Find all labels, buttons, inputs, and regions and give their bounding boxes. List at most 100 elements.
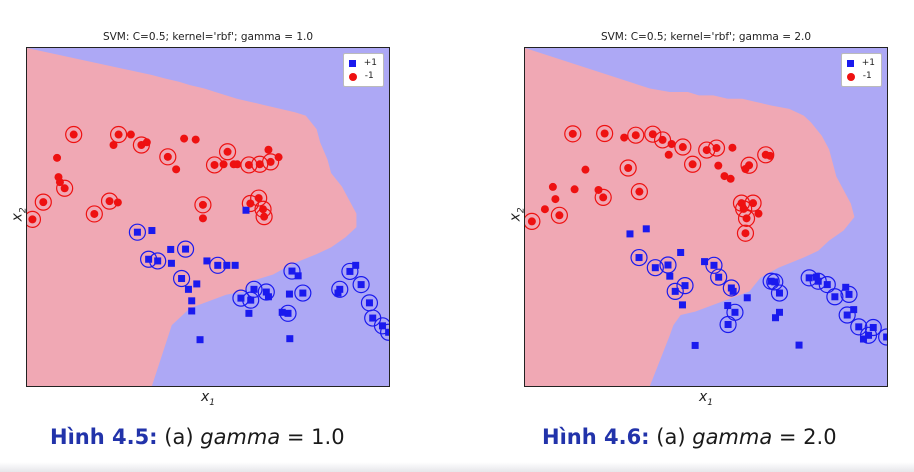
support-vector-ring — [630, 183, 648, 201]
support-vector-ring — [627, 126, 645, 144]
caption-label: Hình 4.5: — [50, 425, 158, 449]
data-point-pos — [715, 273, 723, 281]
caption-label: Hình 4.6: — [542, 425, 650, 449]
legend-entry-pos: +1 — [348, 57, 377, 70]
data-point-pos — [148, 227, 156, 235]
data-point-pos — [771, 278, 779, 286]
data-point-neg — [54, 173, 63, 182]
data-point-pos — [288, 267, 296, 275]
data-point-neg — [223, 147, 232, 156]
data-point-pos — [710, 261, 718, 269]
support-vector-ring — [564, 125, 582, 143]
data-point-pos — [701, 258, 709, 266]
data-point-neg — [728, 143, 737, 152]
figure-caption-4-6: Hình 4.6: (a) gamma = 2.0 — [542, 425, 837, 449]
support-vector-ring — [736, 224, 755, 242]
data-point-pos — [299, 289, 307, 297]
support-vector-ring — [684, 155, 702, 173]
square-marker-icon — [846, 60, 854, 67]
data-point-pos — [642, 225, 650, 233]
circle-marker-icon — [846, 72, 855, 81]
data-point-neg — [678, 143, 687, 152]
data-point-pos — [724, 320, 732, 328]
x-axis-label: x1 — [26, 389, 390, 408]
x-axis-label-text: x1 — [200, 389, 216, 408]
data-point-neg — [28, 215, 37, 224]
x-axis-label: x1 — [524, 389, 888, 408]
support-vector-ring — [644, 125, 662, 143]
data-point-pos — [772, 314, 780, 322]
legend-label: +1 — [363, 58, 377, 68]
data-point-pos — [203, 257, 211, 265]
data-point-neg — [548, 182, 557, 191]
support-vector-ring — [380, 323, 389, 341]
circle-marker-icon — [348, 72, 357, 81]
data-point-neg — [631, 131, 640, 140]
support-vector-ring — [56, 179, 74, 197]
data-point-pos — [154, 257, 162, 265]
data-point-neg — [741, 165, 750, 174]
data-point-neg — [658, 135, 667, 144]
data-point-pos — [805, 274, 813, 282]
data-point-pos — [284, 309, 292, 317]
data-point-pos — [242, 206, 250, 214]
support-vector-ring — [850, 318, 868, 336]
data-point-pos — [357, 281, 365, 289]
data-point-pos — [677, 248, 685, 256]
data-point-pos — [812, 273, 820, 281]
data-point-pos — [178, 275, 186, 283]
chart-title: SVM: C=0.5; kernel='rbf'; gamma = 1.0 — [102, 31, 314, 43]
y-axis-label: x2 — [10, 199, 29, 229]
data-point-pos — [831, 293, 839, 301]
support-vector-ring — [653, 131, 672, 149]
data-point-pos — [262, 288, 270, 296]
data-point-neg — [620, 133, 629, 142]
data-point-neg — [198, 200, 207, 209]
legend-label: -1 — [364, 71, 374, 81]
data-point-neg — [600, 129, 609, 138]
data-point-pos — [724, 302, 732, 310]
data-point-neg — [219, 160, 228, 169]
support-vector-ring — [294, 284, 312, 302]
data-point-pos — [365, 299, 373, 307]
support-vector-ring — [710, 268, 728, 286]
support-vector-ring — [596, 124, 614, 143]
plot-area: +1 -1 — [524, 47, 888, 387]
data-point-neg — [570, 185, 579, 194]
data-point-neg — [198, 214, 207, 223]
data-point-neg — [667, 139, 676, 148]
decision-region-plot — [525, 48, 887, 386]
support-vector-ring — [373, 317, 389, 335]
caption-variable: gamma — [200, 425, 281, 449]
support-vector-ring — [646, 259, 664, 277]
data-point-pos — [352, 261, 360, 269]
support-vector-ring — [34, 193, 52, 211]
data-point-pos — [378, 322, 386, 330]
data-point-pos — [664, 261, 672, 269]
data-point-pos — [145, 255, 153, 263]
data-point-neg — [259, 205, 268, 214]
data-point-neg — [126, 130, 135, 139]
data-point-pos — [823, 281, 831, 289]
support-vector-ring — [331, 280, 349, 298]
data-point-pos — [850, 306, 858, 314]
support-vector-ring — [283, 262, 301, 280]
data-point-pos — [859, 335, 867, 343]
legend-entry-pos: +1 — [846, 57, 875, 70]
support-vector-ring — [341, 262, 359, 281]
y-axis-label-text: x2 — [507, 207, 527, 222]
data-point-neg — [172, 165, 181, 174]
data-point-neg — [714, 161, 723, 170]
data-point-pos — [294, 272, 302, 280]
data-point-pos — [285, 290, 293, 298]
support-vector-ring — [85, 205, 103, 223]
data-point-neg — [255, 160, 264, 169]
bottom-fade — [0, 462, 914, 472]
data-point-pos — [214, 261, 222, 269]
data-point-neg — [688, 160, 697, 169]
data-point-pos — [767, 277, 775, 285]
support-vector-ring — [550, 206, 568, 224]
legend-entry-neg: -1 — [348, 70, 377, 83]
data-point-pos — [869, 324, 877, 332]
data-point-neg — [180, 134, 189, 143]
